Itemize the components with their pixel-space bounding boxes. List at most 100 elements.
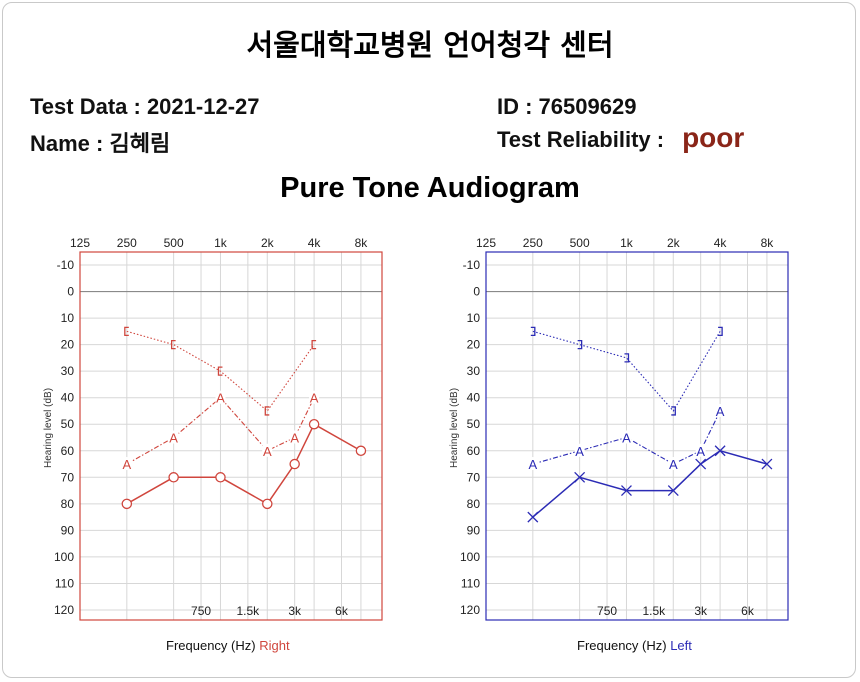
y-tick-label: 30 xyxy=(61,364,75,378)
x-top-tick-label: 2k xyxy=(667,236,681,250)
marker-a: A xyxy=(263,444,272,459)
marker-cross xyxy=(621,485,632,497)
plot-border xyxy=(79,251,383,621)
marker-cross xyxy=(527,511,539,523)
marker-a-bg xyxy=(289,430,300,444)
xlabel-right: Frequency (Hz) Right xyxy=(166,638,290,653)
y-tick-label: 90 xyxy=(61,523,75,537)
y-tick-label: 120 xyxy=(54,603,74,617)
x-bottom-tick-label: 750 xyxy=(597,604,617,618)
plot-border xyxy=(485,251,789,621)
marker-a: A xyxy=(669,457,678,472)
y-tick-label: 110 xyxy=(55,576,74,590)
marker-bracket xyxy=(217,366,223,376)
marker-cross xyxy=(714,445,726,457)
series-line-o xyxy=(126,423,362,505)
x-bottom-tick-label: 1.5k xyxy=(237,604,261,618)
marker-a: A xyxy=(290,431,299,446)
marker-bracket xyxy=(577,339,583,350)
marker-circle xyxy=(308,418,320,430)
marker-bracket xyxy=(124,326,129,336)
y-tick-label: 60 xyxy=(61,444,75,458)
marker-circle xyxy=(121,498,133,510)
x-bottom-tick-label: 6k xyxy=(335,604,349,618)
marker-bracket xyxy=(624,353,630,363)
marker-a: A xyxy=(216,391,225,406)
y-tick-label: 80 xyxy=(467,497,481,511)
y-tick-label: 30 xyxy=(467,364,481,378)
xlabel-right-text: Frequency (Hz) xyxy=(166,638,256,653)
marker-cross xyxy=(761,458,773,470)
marker-a: A xyxy=(310,391,319,406)
series-line-x xyxy=(532,449,768,518)
marker-a: A xyxy=(696,444,705,459)
marker-a-bg xyxy=(309,390,320,404)
marker-circle xyxy=(262,498,273,510)
y-tick-label: 80 xyxy=(61,497,75,511)
y-tick-label: 70 xyxy=(467,470,481,484)
y-tick-label: 50 xyxy=(467,417,481,431)
marker-cross xyxy=(667,485,679,497)
marker-a-bg xyxy=(621,430,632,444)
y-tick-label: 120 xyxy=(460,603,480,617)
y-tick-label: 0 xyxy=(67,285,74,299)
marker-bracket xyxy=(264,406,270,416)
chart-title: Pure Tone Audiogram xyxy=(280,172,580,204)
test-date: Test Data : 2021-12-27 xyxy=(30,94,260,119)
y-tick-label: 70 xyxy=(61,470,75,484)
marker-cross xyxy=(695,458,707,470)
y-axis-label: Hearing level (dB) xyxy=(449,388,460,468)
marker-a-bg xyxy=(715,403,726,417)
ear-label-left: Left xyxy=(670,638,692,653)
y-tick-label: 0 xyxy=(473,285,480,299)
x-bottom-tick-label: 1.5k xyxy=(643,604,667,618)
marker-circle xyxy=(289,458,300,470)
audiogram-right: 125 250 500 1k 2k 4k 8k 750 1.5k 3k 6k -10 0 10 20 30 40… xyxy=(43,236,383,621)
series-line-bracket xyxy=(126,330,315,412)
y-tick-label: -10 xyxy=(57,258,75,272)
y-tick-label: 50 xyxy=(61,417,75,431)
y-tick-label: 100 xyxy=(460,550,480,564)
x-bottom-tick-label: 3k xyxy=(288,604,302,618)
hospital-title: 서울대학교병원 언어청각 센터 xyxy=(246,28,614,62)
xlabel-left-text: Frequency (Hz) xyxy=(577,638,667,653)
marker-a: A xyxy=(575,444,584,459)
marker-a-bg xyxy=(527,457,538,471)
test-reliability: Test Reliability : poor xyxy=(497,122,744,154)
marker-a-bg xyxy=(574,443,585,457)
x-bottom-tick-label: 750 xyxy=(191,604,211,618)
marker-a: A xyxy=(622,431,631,446)
x-top-tick-label: 500 xyxy=(570,236,590,250)
x-bottom-tick-label: 3k xyxy=(694,604,708,618)
marker-a: A xyxy=(528,457,537,472)
y-tick-label: 40 xyxy=(467,391,481,405)
patient-name: Name : 김혜림 xyxy=(30,131,171,156)
marker-a-bg xyxy=(262,443,273,457)
reliability-label: Test Reliability : xyxy=(497,127,665,152)
x-bottom-tick-label: 6k xyxy=(741,604,755,618)
marker-a-bg xyxy=(215,390,226,404)
y-tick-label: 90 xyxy=(467,523,481,537)
marker-bracket xyxy=(311,339,317,350)
marker-bracket xyxy=(170,339,176,350)
marker-bracket xyxy=(671,406,676,416)
x-top-tick-label: 4k xyxy=(308,236,322,250)
ear-label-right: Right xyxy=(259,638,290,653)
y-tick-label: 100 xyxy=(54,550,74,564)
y-tick-label: 110 xyxy=(461,576,480,590)
marker-a: A xyxy=(169,431,178,446)
xlabel-left: Frequency (Hz) Left xyxy=(577,638,692,653)
y-tick-label: 40 xyxy=(61,391,75,405)
x-top-tick-label: 125 xyxy=(476,236,496,250)
reliability-value: poor xyxy=(682,122,745,153)
patient-id: ID : 76509629 xyxy=(497,94,637,119)
marker-a-bg xyxy=(168,430,179,444)
x-top-tick-label: 2k xyxy=(261,236,275,250)
marker-bracket xyxy=(530,326,536,336)
x-top-tick-label: 1k xyxy=(620,236,634,250)
y-axis-label: Hearing level (dB) xyxy=(43,388,54,468)
marker-a: A xyxy=(716,404,725,419)
x-top-tick-label: 1k xyxy=(214,236,228,250)
x-top-tick-label: 500 xyxy=(164,236,184,250)
